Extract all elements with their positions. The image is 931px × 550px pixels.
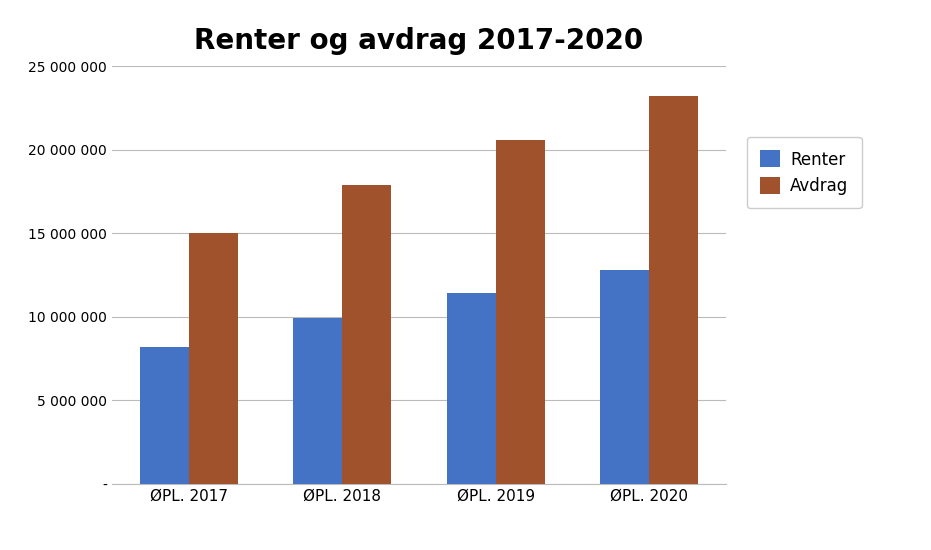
Bar xyxy=(140,347,189,484)
Bar xyxy=(343,185,391,484)
Bar xyxy=(600,270,649,484)
Title: Renter og avdrag 2017-2020: Renter og avdrag 2017-2020 xyxy=(195,28,643,56)
Bar xyxy=(447,293,495,484)
Bar xyxy=(649,96,698,484)
Bar xyxy=(495,140,545,484)
Legend: Renter, Avdrag: Renter, Avdrag xyxy=(747,137,862,208)
Bar xyxy=(293,318,343,484)
Bar xyxy=(189,233,237,484)
